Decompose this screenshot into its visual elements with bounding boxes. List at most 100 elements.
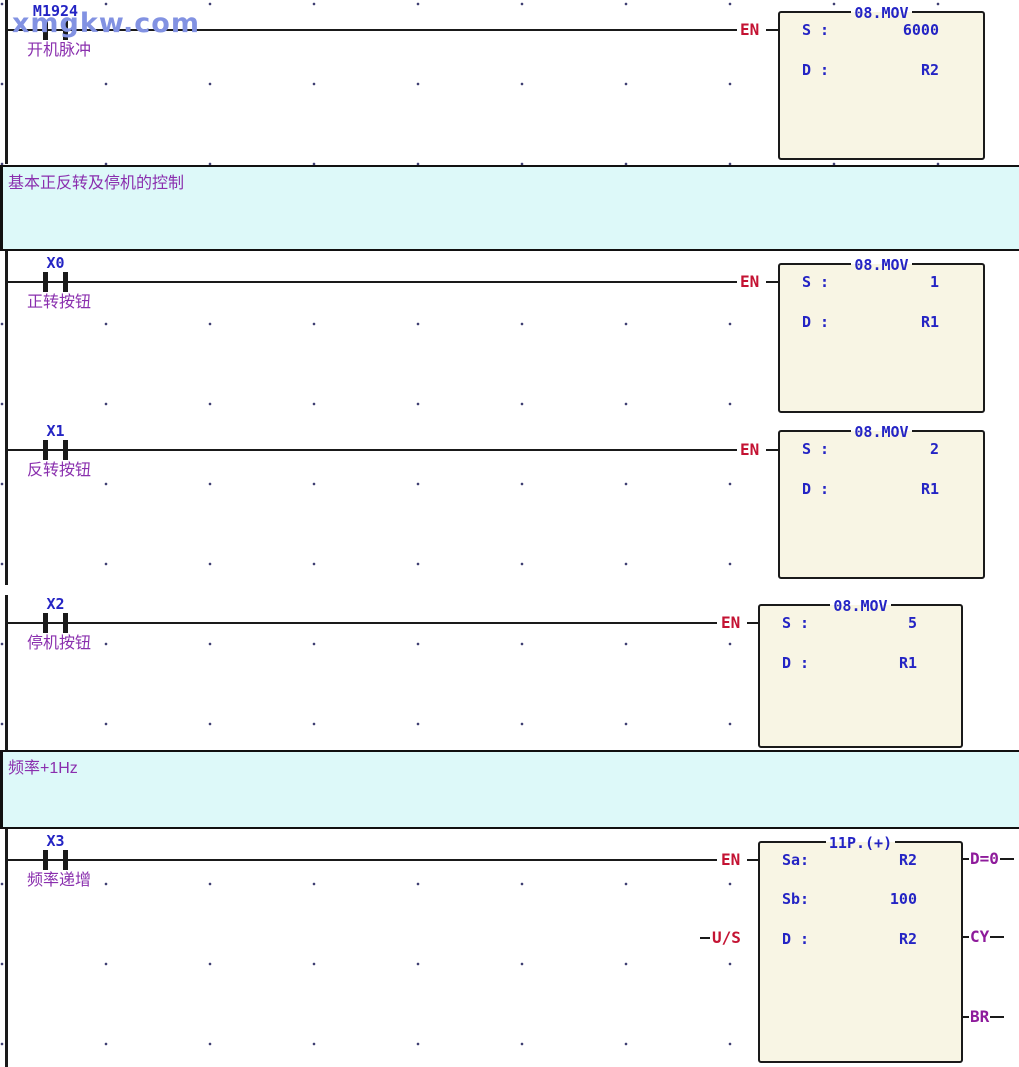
- contact-bar: [63, 272, 68, 292]
- en-stub-wire: [747, 622, 758, 624]
- output-pin-d0: D=0: [963, 850, 1014, 868]
- no-contact-x3[interactable]: [40, 850, 70, 872]
- contact-bar: [43, 850, 48, 870]
- rung-wire: [8, 622, 717, 624]
- network-comment-bar[interactable]: 频率+1Hz: [0, 750, 1019, 829]
- block-param-row: D : R1: [782, 654, 917, 672]
- block-param-row: D : R1: [802, 480, 939, 498]
- pin-dash: [963, 858, 969, 860]
- output-pin-cy: CY: [963, 928, 1005, 946]
- en-stub-wire: [766, 29, 778, 31]
- block-param-row: D : R1: [802, 313, 939, 331]
- param-value: R1: [898, 654, 917, 672]
- param-name: S :: [802, 273, 830, 291]
- param-name: D :: [782, 930, 810, 948]
- contact-comment: 反转按钮: [27, 462, 92, 479]
- contact-address: X2: [46, 595, 65, 613]
- block-title: 11P.(+): [760, 833, 961, 852]
- en-stub-wire: [766, 449, 778, 451]
- contact-address: M1924: [32, 2, 79, 20]
- en-input-pin: EN: [721, 613, 741, 632]
- param-name: D :: [802, 480, 830, 498]
- contact-address: X1: [46, 422, 65, 440]
- param-name: D :: [802, 61, 830, 79]
- rung-wire: [8, 281, 737, 283]
- comment-text: 基本正反转及停机的控制: [8, 175, 185, 192]
- pin-dash: [963, 936, 969, 938]
- param-name: S :: [802, 21, 830, 39]
- en-stub-wire: [766, 281, 778, 283]
- contact-bar: [43, 272, 48, 292]
- no-contact-x2[interactable]: [40, 613, 70, 635]
- en-input-pin: EN: [740, 272, 760, 291]
- param-value: 100: [889, 890, 917, 908]
- power-rail: [5, 829, 8, 1067]
- function-block-mov[interactable]: 08.MOV S : 2 D : R1: [778, 423, 985, 579]
- param-name: Sb:: [782, 890, 810, 908]
- function-block-add[interactable]: 11P.(+) Sa: R2 Sb: 100 D : R2: [758, 834, 963, 1063]
- contact-comment: 停机按钮: [27, 635, 92, 652]
- contact-bar: [43, 20, 48, 40]
- function-block-mov[interactable]: 08.MOV S : 5 D : R1: [758, 597, 963, 748]
- block-param-row: D : R2: [782, 930, 917, 948]
- block-param-row: S : 6000: [802, 21, 939, 39]
- block-title: 08.MOV: [780, 255, 983, 274]
- block-title: 08.MOV: [780, 3, 983, 22]
- block-param-row: Sb: 100: [782, 890, 917, 908]
- param-value: R2: [898, 930, 917, 948]
- function-block-mov[interactable]: 08.MOV S : 6000 D : R2: [778, 4, 985, 160]
- block-title: 08.MOV: [780, 422, 983, 441]
- block-param-row: Sa: R2: [782, 851, 917, 869]
- block-title: 08.MOV: [760, 596, 961, 615]
- en-input-pin: EN: [721, 850, 741, 869]
- rung-wire: [8, 859, 717, 861]
- power-rail: [5, 595, 8, 750]
- contact-comment: 频率递增: [27, 872, 92, 889]
- contact-address: X3: [46, 832, 65, 850]
- param-value: 2: [929, 440, 939, 458]
- pin-dash: [990, 1016, 1005, 1018]
- contact-bar: [43, 440, 48, 460]
- network-comment-bar[interactable]: 基本正反转及停机的控制: [0, 165, 1019, 251]
- contact-bar: [63, 613, 68, 633]
- param-name: D :: [782, 654, 810, 672]
- block-param-row: S : 2: [802, 440, 939, 458]
- output-pin-br: BR: [963, 1008, 1005, 1026]
- no-contact-x1[interactable]: [40, 440, 70, 462]
- block-param-row: D : R2: [802, 61, 939, 79]
- pin-dash: [963, 1016, 969, 1018]
- power-rail: [5, 0, 8, 164]
- block-param-row: S : 1: [802, 273, 939, 291]
- rung-wire: [8, 449, 737, 451]
- param-value: 5: [907, 614, 917, 632]
- us-input-pin: U/S: [712, 928, 741, 947]
- pin-dash: [990, 936, 1005, 938]
- pin-dash: [999, 858, 1014, 860]
- power-rail: [5, 251, 8, 585]
- no-contact-x0[interactable]: [40, 272, 70, 294]
- param-name: Sa:: [782, 851, 810, 869]
- en-input-pin: EN: [740, 20, 760, 39]
- param-value: 1: [929, 273, 939, 291]
- contact-bar: [63, 20, 68, 40]
- us-stub-wire: [700, 937, 710, 939]
- contact-comment: 开机脉冲: [27, 42, 92, 59]
- no-contact-m1924[interactable]: [40, 20, 70, 42]
- param-name: S :: [782, 614, 810, 632]
- function-block-mov[interactable]: 08.MOV S : 1 D : R1: [778, 256, 985, 413]
- contact-bar: [63, 440, 68, 460]
- comment-text: 频率+1Hz: [8, 760, 78, 777]
- param-value: R1: [920, 480, 939, 498]
- contact-comment: 正转按钮: [27, 294, 92, 311]
- rung-wire: [8, 29, 737, 31]
- param-value: R2: [920, 61, 939, 79]
- param-value: R1: [920, 313, 939, 331]
- contact-address: X0: [46, 254, 65, 272]
- contact-bar: [43, 613, 48, 633]
- en-stub-wire: [747, 859, 758, 861]
- param-value: R2: [898, 851, 917, 869]
- param-name: D :: [802, 313, 830, 331]
- block-param-row: S : 5: [782, 614, 917, 632]
- param-value: 6000: [902, 21, 939, 39]
